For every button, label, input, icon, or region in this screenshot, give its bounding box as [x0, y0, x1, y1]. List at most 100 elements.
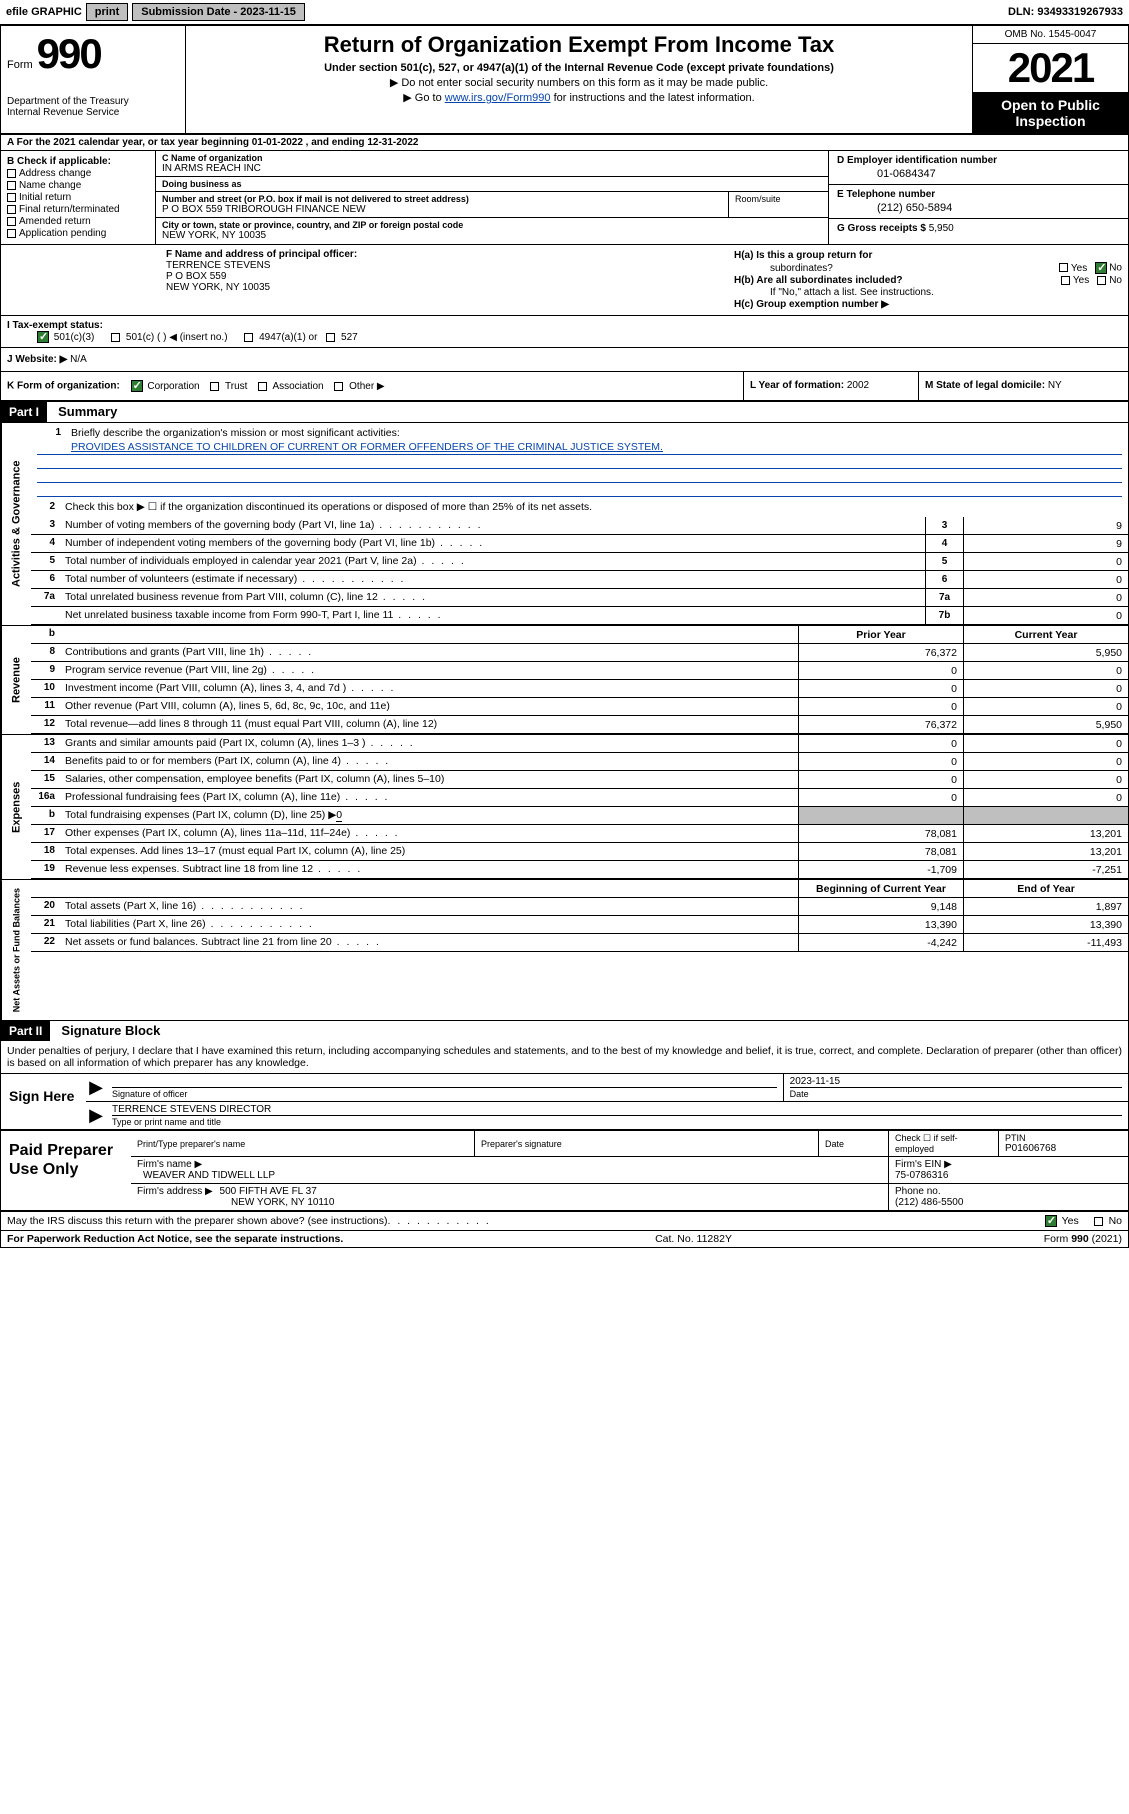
firm-name-label: Firm's name ▶ — [137, 1159, 882, 1170]
l16b: Total fundraising expenses (Part IX, col… — [61, 807, 798, 824]
l4: Number of independent voting members of … — [61, 535, 925, 552]
prep-name-label: Print/Type preparer's name — [137, 1139, 468, 1149]
firm-addr1: 500 FIFTH AVE FL 37 — [220, 1186, 317, 1197]
i-4947[interactable]: 4947(a)(1) or — [244, 332, 317, 343]
i-label: I Tax-exempt status: — [7, 320, 103, 331]
chk-amended-return[interactable]: Amended return — [7, 216, 149, 227]
l5-val: 0 — [963, 553, 1128, 570]
discuss-yes[interactable]: Yes — [1045, 1215, 1079, 1227]
firm-ein: 75-0786316 — [895, 1170, 1122, 1181]
k-corp[interactable]: Corporation — [131, 381, 200, 392]
l20: Total assets (Part X, line 16) — [61, 898, 798, 915]
l13-c: 0 — [963, 735, 1128, 752]
dln: DLN: 93493319267933 — [1008, 6, 1123, 18]
l4-val: 9 — [963, 535, 1128, 552]
ein-val: 01-0684347 — [837, 168, 1120, 180]
footer-right: Form 990 (2021) — [1044, 1233, 1122, 1245]
firm-addr-label: Firm's address ▶ — [137, 1186, 213, 1197]
sig-arrow-icon: ▶ — [86, 1074, 106, 1101]
ssn-note: ▶ Do not enter social security numbers o… — [194, 76, 964, 89]
prep-date-label: Date — [825, 1139, 882, 1149]
l7b-val: 0 — [963, 607, 1128, 624]
col-b-checkboxes: B Check if applicable: Address change Na… — [1, 151, 156, 244]
col-c-org-info: C Name of organization IN ARMS REACH INC… — [156, 151, 828, 244]
chk-initial-return[interactable]: Initial return — [7, 192, 149, 203]
l7b-box: 7b — [925, 607, 963, 624]
l17-p: 78,081 — [798, 825, 963, 842]
l-label: L Year of formation: — [750, 380, 844, 391]
sig-declaration: Under penalties of perjury, I declare th… — [1, 1041, 1128, 1074]
chk-app-pending[interactable]: Application pending — [7, 228, 149, 239]
form-subtitle: Under section 501(c), 527, or 4947(a)(1)… — [194, 62, 964, 74]
k-assoc[interactable]: Association — [258, 381, 323, 392]
k-trust[interactable]: Trust — [210, 381, 247, 392]
ha-yes[interactable]: Yes — [1059, 263, 1087, 274]
discuss-no[interactable]: No — [1094, 1215, 1122, 1227]
m-val: NY — [1048, 380, 1062, 391]
form-header: Form 990 Department of the Treasury Inte… — [1, 26, 1128, 135]
chk-name-change[interactable]: Name change — [7, 180, 149, 191]
vtab-governance: Activities & Governance — [1, 423, 31, 625]
l13: Grants and similar amounts paid (Part IX… — [61, 735, 798, 752]
l9-p: 0 — [798, 662, 963, 679]
sign-here-label: Sign Here — [1, 1074, 86, 1129]
irs-link[interactable]: www.irs.gov/Form990 — [445, 92, 551, 104]
l9: Program service revenue (Part VIII, line… — [61, 662, 798, 679]
sign-here-section: Sign Here ▶ Signature of officer 2023-11… — [1, 1074, 1128, 1131]
ptin-label: PTIN — [1005, 1133, 1122, 1143]
chk-final-return[interactable]: Final return/terminated — [7, 204, 149, 215]
discuss-text: May the IRS discuss this return with the… — [7, 1215, 388, 1227]
part1-title: Summary — [58, 404, 117, 419]
l16a: Professional fundraising fees (Part IX, … — [61, 789, 798, 806]
j-label: J Website: ▶ — [7, 354, 67, 365]
print-button[interactable]: print — [86, 3, 128, 21]
open-public-badge: Open to Public Inspection — [973, 93, 1128, 133]
org-name: IN ARMS REACH INC — [162, 163, 822, 174]
officer-label: F Name and address of principal officer: — [166, 249, 722, 260]
paid-preparer-section: Paid Preparer Use Only Print/Type prepar… — [1, 1131, 1128, 1212]
hb-note: If "No," attach a list. See instructions… — [734, 287, 1122, 298]
vtab-revenue: Revenue — [1, 626, 31, 734]
dept-treasury: Department of the Treasury — [7, 96, 179, 107]
l3-box: 3 — [925, 517, 963, 534]
l20-c: 1,897 — [963, 898, 1128, 915]
topbar: efile GRAPHIC print Submission Date - 20… — [0, 0, 1129, 25]
l10-p: 0 — [798, 680, 963, 697]
officer-addr2: NEW YORK, NY 10035 — [166, 282, 722, 293]
col-d-to-g: D Employer identification number 01-0684… — [828, 151, 1128, 244]
firm-ein-label: Firm's EIN ▶ — [895, 1159, 1122, 1170]
hb-yes[interactable]: Yes — [1061, 275, 1089, 286]
form-title: Return of Organization Exempt From Incom… — [194, 32, 964, 58]
k-other[interactable]: Other ▶ — [334, 381, 384, 392]
hb-no[interactable]: No — [1097, 275, 1122, 286]
i-501c3[interactable]: 501(c)(3) — [37, 332, 94, 343]
l5-box: 5 — [925, 553, 963, 570]
l8: Contributions and grants (Part VIII, lin… — [61, 644, 798, 661]
footer-left: For Paperwork Reduction Act Notice, see … — [7, 1233, 343, 1245]
i-501c[interactable]: 501(c) ( ) ◀ (insert no.) — [111, 332, 227, 343]
l11-c: 0 — [963, 698, 1128, 715]
m-label: M State of legal domicile: — [925, 380, 1045, 391]
l16b-p — [798, 807, 963, 824]
firm-name: WEAVER AND TIDWELL LLP — [143, 1170, 882, 1181]
prep-sig-label: Preparer's signature — [481, 1139, 812, 1149]
l11: Other revenue (Part VIII, column (A), li… — [61, 698, 798, 715]
k-label: K Form of organization: — [7, 381, 120, 392]
header-right: OMB No. 1545-0047 2021 Open to Public In… — [972, 26, 1128, 133]
l2: Check this box ▶ ☐ if the organization d… — [61, 499, 1128, 517]
section-b-to-g: B Check if applicable: Address change Na… — [1, 151, 1128, 245]
part1-badge: Part I — [1, 402, 47, 422]
submission-date-button[interactable]: Submission Date - 2023-11-15 — [132, 3, 305, 21]
l12: Total revenue—add lines 8 through 11 (mu… — [61, 716, 798, 733]
mission-link[interactable]: PROVIDES ASSISTANCE TO CHILDREN OF CURRE… — [71, 441, 663, 453]
omb-number: OMB No. 1545-0047 — [973, 26, 1128, 44]
row-k-l-m: K Form of organization: Corporation Trus… — [1, 372, 1128, 402]
chk-address-change[interactable]: Address change — [7, 168, 149, 179]
l21-c: 13,390 — [963, 916, 1128, 933]
l17: Other expenses (Part IX, column (A), lin… — [61, 825, 798, 842]
l15-c: 0 — [963, 771, 1128, 788]
l22-p: -4,242 — [798, 934, 963, 951]
ha-no[interactable]: No — [1095, 262, 1122, 274]
form-word: Form — [7, 59, 33, 71]
i-527[interactable]: 527 — [326, 332, 357, 343]
